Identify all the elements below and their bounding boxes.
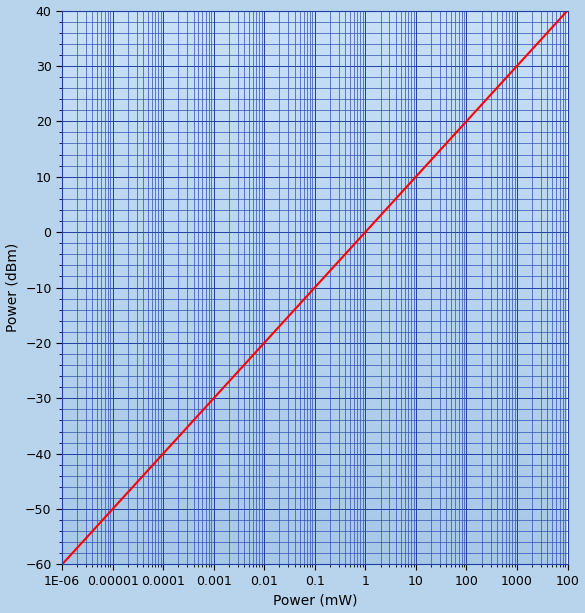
Y-axis label: Power (dBm): Power (dBm) — [5, 243, 19, 332]
X-axis label: Power (mW): Power (mW) — [273, 593, 357, 607]
